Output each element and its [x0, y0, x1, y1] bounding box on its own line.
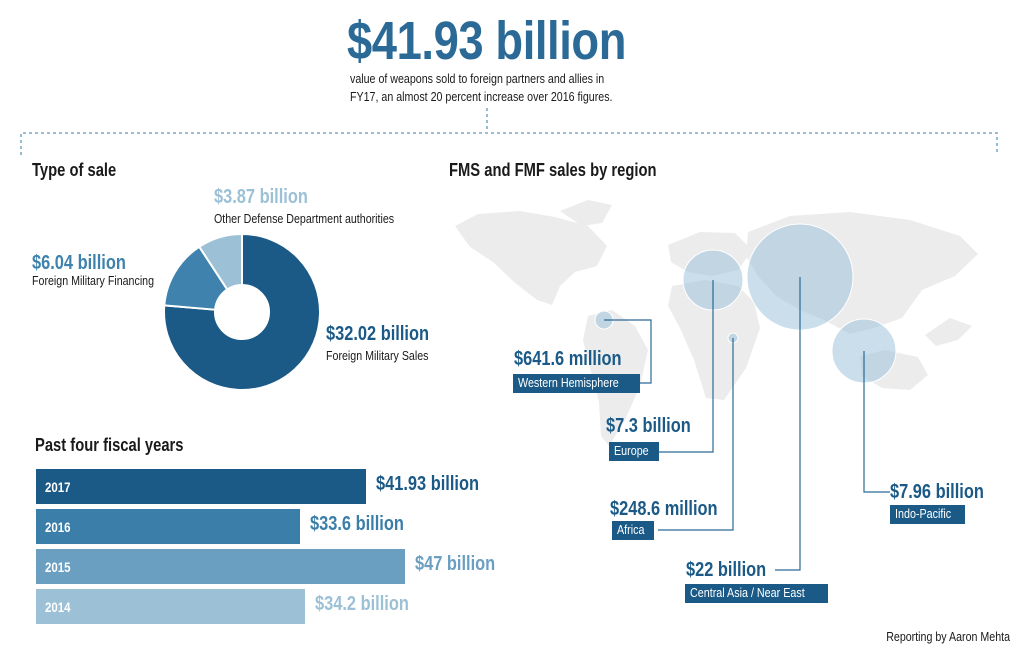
donut-label-value-fmf: $6.04 billion	[32, 252, 126, 274]
leader-central-asia-near-east	[775, 277, 801, 571]
headline-subtitle-line1: value of weapons sold to foreign partner…	[350, 71, 605, 86]
donut-slice-fms	[163, 232, 321, 391]
region-value-africa: $248.6 million	[610, 498, 718, 520]
fiscal-bar-2015	[36, 549, 406, 584]
reporting-credit: Reporting by Aaron Mehta	[886, 629, 1010, 644]
donut-label-value-fms: $32.02 billion	[326, 323, 429, 345]
donut-slice-other	[197, 232, 243, 291]
region-tag-western-hemisphere: Western Hemisphere	[513, 374, 641, 393]
fiscal-bar-2017	[36, 469, 366, 504]
region-bubbles	[594, 223, 897, 384]
fiscal-bar-value-2017: $41.93 billion	[375, 473, 479, 495]
donut-label-name-other: Other Defense Department authorities	[214, 211, 395, 226]
fiscal-bar-label-2014: 2014	[45, 599, 71, 615]
region-value-central-asia-near-east: $22 billion	[686, 559, 767, 581]
region-value-indo-pacific: $7.96 billion	[890, 481, 984, 503]
donut-label-name-fmf: Foreign Military Financing	[32, 273, 155, 288]
fiscal-years-title: Past four fiscal years	[35, 435, 184, 455]
fiscal-bar-2014	[36, 589, 305, 624]
donut-label-value-other: $3.87 billion	[214, 186, 308, 208]
region-tag-africa: Africa	[612, 521, 654, 540]
fiscal-bar-value-2015: $47 billion	[415, 553, 496, 575]
fiscal-bar-label-2015: 2015	[45, 559, 71, 575]
leader-indo-pacific	[863, 351, 890, 493]
region-value-western-hemisphere: $641.6 million	[514, 348, 622, 370]
fiscal-bar-value-2014: $34.2 billion	[314, 593, 409, 615]
region-section-title: FMS and FMF sales by region	[449, 160, 657, 180]
fiscal-bar-value-2016: $33.6 billion	[310, 513, 404, 535]
leader-europe	[658, 280, 714, 453]
leader-africa	[658, 338, 734, 531]
header-divider	[20, 108, 998, 155]
fiscal-bar-2016	[36, 509, 301, 544]
region-tag-europe: Europe	[609, 442, 660, 461]
headline-total: $41.93 billion	[347, 11, 626, 71]
region-tag-indo-pacific: Indo-Pacific	[890, 505, 966, 524]
donut-label-name-fms: Foreign Military Sales	[326, 348, 429, 363]
fiscal-bar-label-2017: 2017	[45, 479, 71, 495]
headline-subtitle-line2: FY17, an almost 20 percent increase over…	[350, 89, 613, 104]
fiscal-bar-label-2016: 2016	[45, 519, 71, 535]
region-value-europe: $7.3 billion	[606, 415, 691, 437]
region-tag-central-asia-near-east: Central Asia / Near East	[685, 584, 829, 603]
type-of-sale-title: Type of sale	[32, 160, 117, 180]
